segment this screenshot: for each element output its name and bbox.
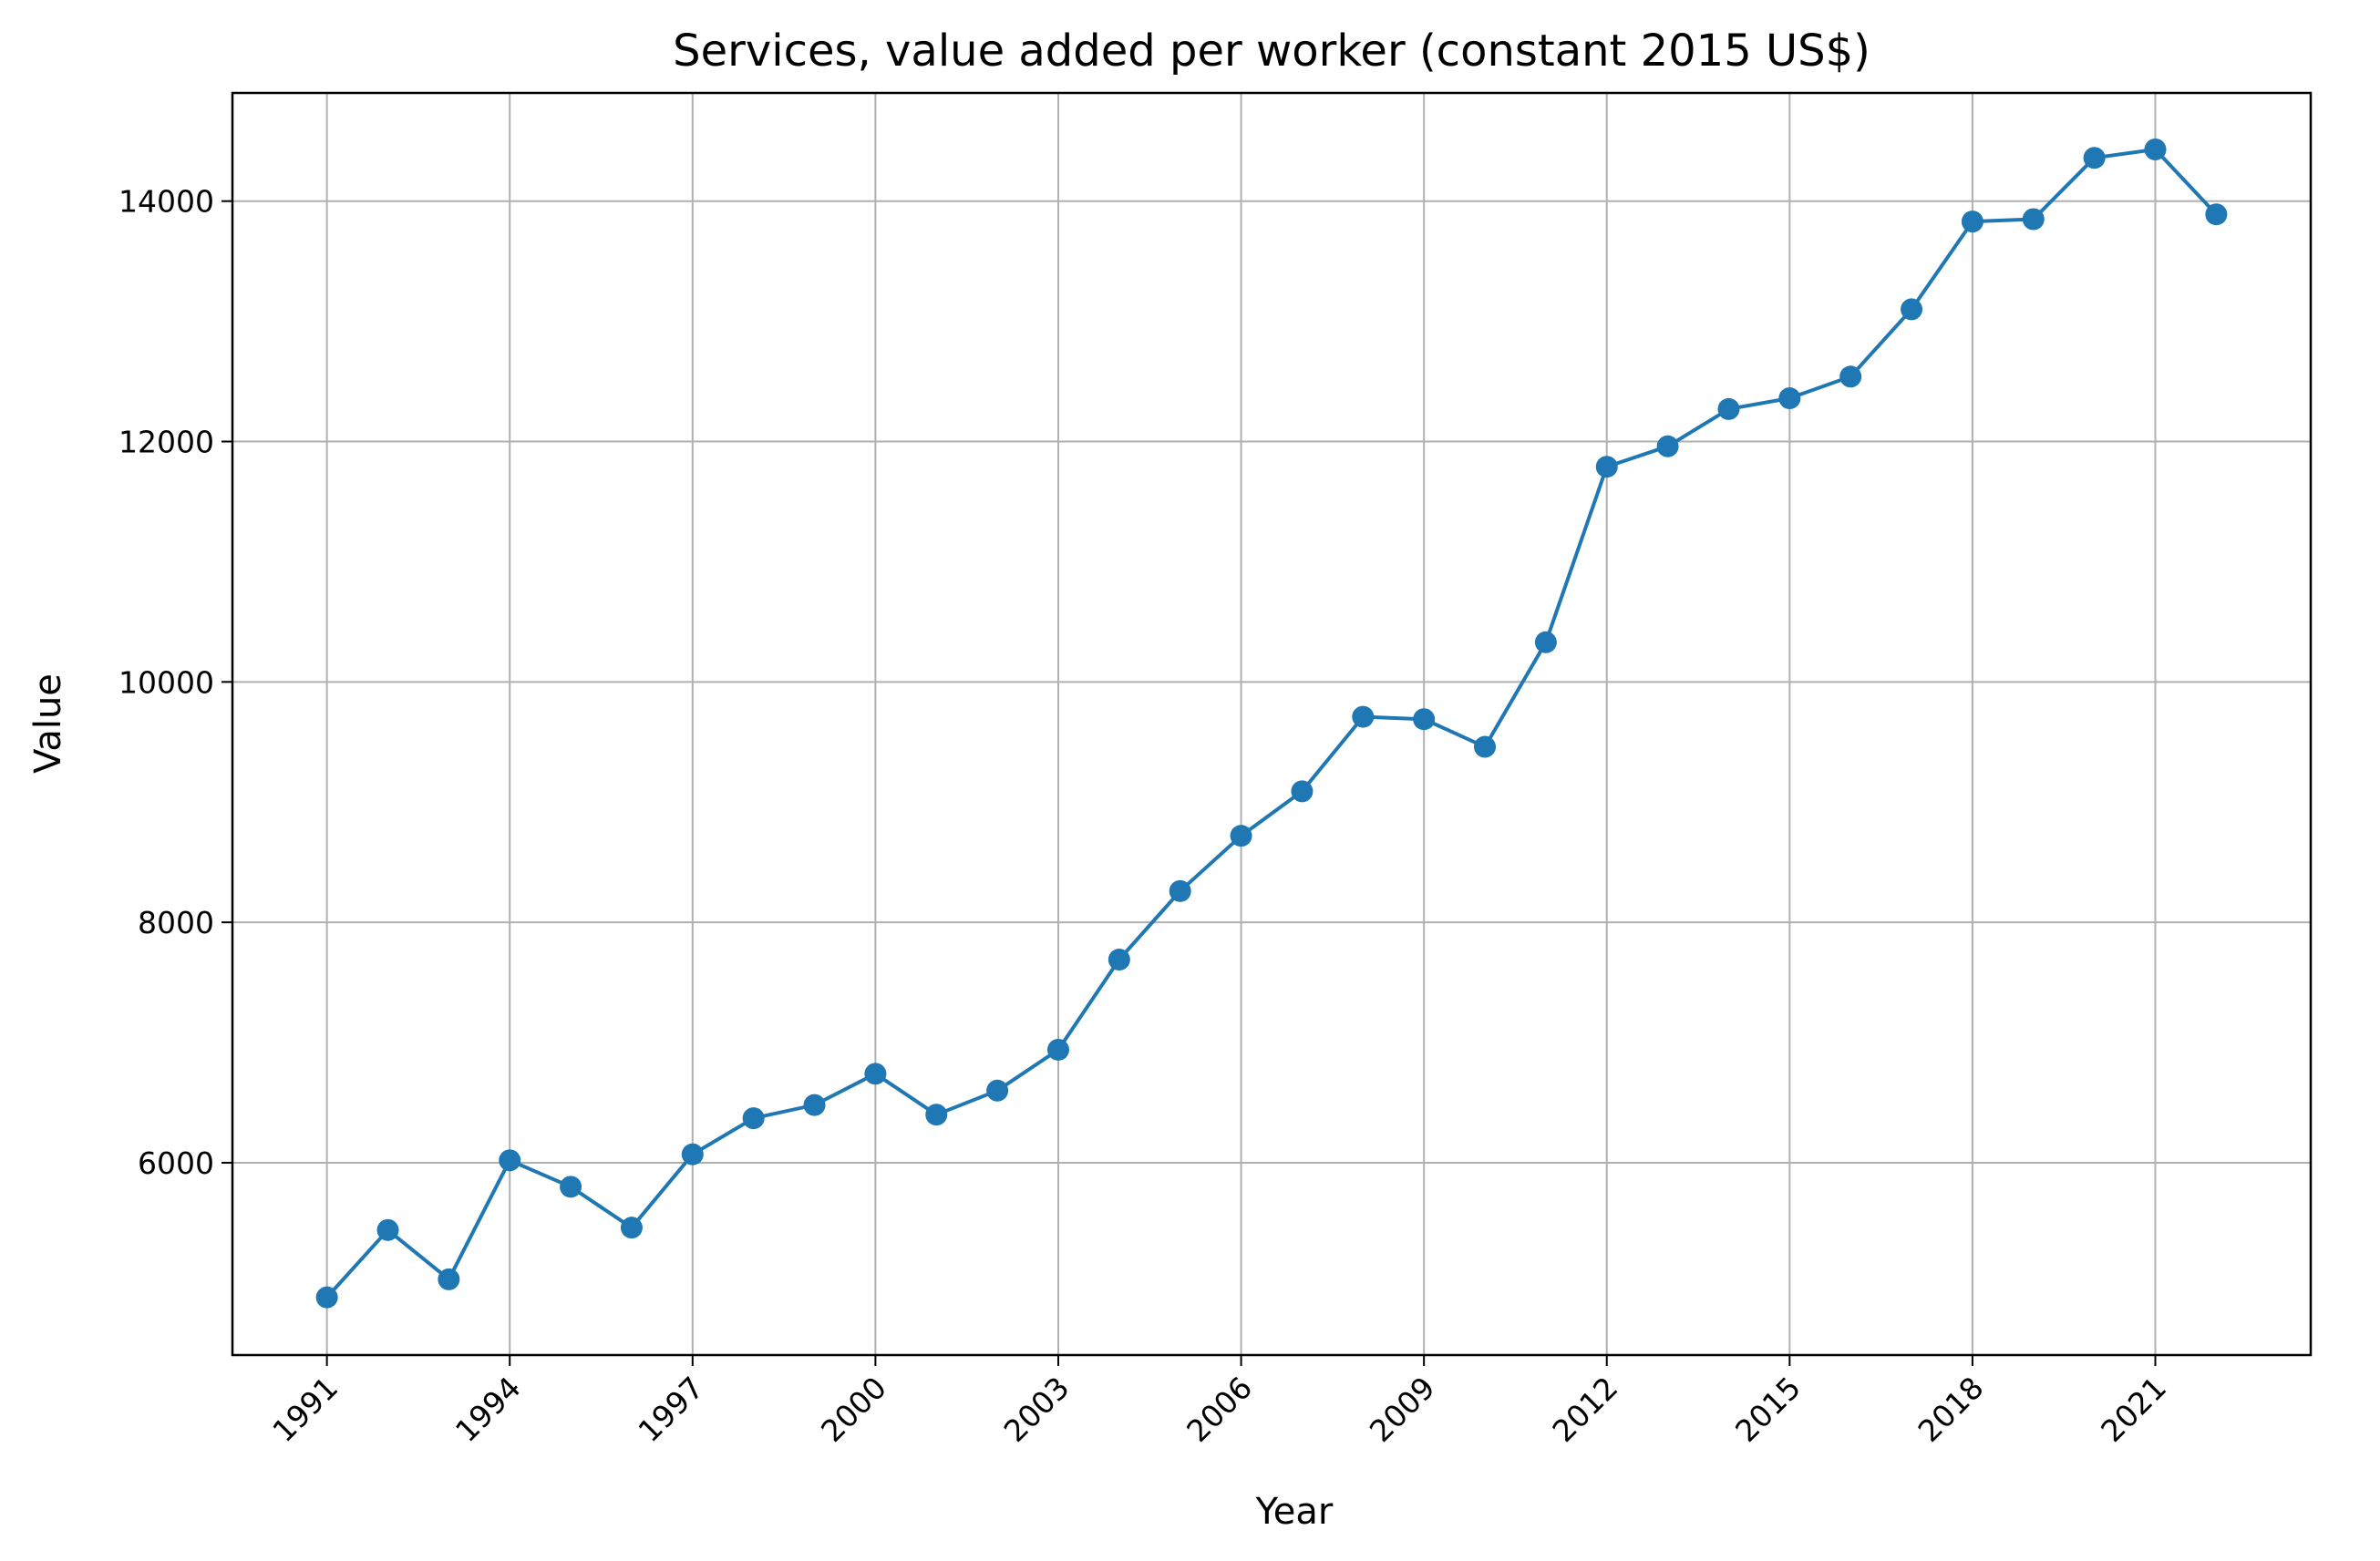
data-point bbox=[803, 1094, 826, 1116]
series-line bbox=[325, 148, 2218, 1299]
data-point bbox=[1778, 387, 1801, 410]
data-point bbox=[1291, 780, 1314, 803]
x-tick-label: 2021 bbox=[2094, 1370, 2173, 1449]
data-point bbox=[499, 1149, 521, 1172]
data-point bbox=[1108, 949, 1130, 971]
data-point bbox=[1046, 1038, 1069, 1061]
grid-layer bbox=[232, 93, 2311, 1355]
data-point bbox=[438, 1268, 460, 1290]
x-axis-label: Year bbox=[1255, 1491, 1334, 1533]
data-point bbox=[1961, 211, 1983, 233]
data-point bbox=[1656, 435, 1679, 457]
x-tick-label: 2009 bbox=[1363, 1370, 1442, 1449]
data-point bbox=[2083, 147, 2106, 169]
chart-title: Services, value added per worker (consta… bbox=[673, 26, 1870, 77]
x-tick-label: 2006 bbox=[1180, 1370, 1259, 1449]
data-point bbox=[742, 1107, 765, 1130]
data-point bbox=[1595, 456, 1618, 478]
data-point bbox=[1534, 631, 1557, 653]
data-point bbox=[2144, 138, 2167, 160]
x-tick-label: 1994 bbox=[448, 1370, 528, 1449]
data-point bbox=[1839, 365, 1862, 388]
data-point bbox=[1717, 397, 1740, 420]
data-point bbox=[986, 1079, 1009, 1102]
data-point bbox=[1474, 735, 1497, 758]
x-tick-label: 2015 bbox=[1728, 1370, 1808, 1449]
y-tick-label: 6000 bbox=[138, 1145, 214, 1181]
data-point bbox=[1413, 708, 1436, 731]
data-point bbox=[681, 1143, 704, 1166]
data-point bbox=[2022, 208, 2045, 231]
y-tick-label: 8000 bbox=[138, 905, 214, 940]
data-point bbox=[560, 1176, 582, 1198]
data-point bbox=[1230, 825, 1252, 847]
y-axis-label: Value bbox=[27, 673, 69, 774]
x-tick-label: 2012 bbox=[1545, 1370, 1624, 1449]
series-layer bbox=[315, 138, 2228, 1309]
plot-frame bbox=[231, 91, 2313, 1357]
data-point bbox=[925, 1104, 948, 1126]
x-tick-label: 2000 bbox=[814, 1370, 893, 1449]
x-tick-label: 2003 bbox=[997, 1370, 1077, 1449]
data-point bbox=[2205, 203, 2228, 226]
x-tick-label: 1997 bbox=[632, 1370, 711, 1449]
y-tick-label: 12000 bbox=[118, 425, 214, 460]
y-tick-label: 14000 bbox=[118, 184, 214, 220]
data-point bbox=[376, 1218, 399, 1241]
data-point bbox=[620, 1217, 643, 1239]
data-point bbox=[864, 1063, 887, 1085]
data-point bbox=[1901, 298, 1923, 321]
data-point bbox=[1352, 705, 1375, 728]
data-point bbox=[315, 1286, 338, 1309]
x-tick-label: 2018 bbox=[1911, 1370, 1991, 1449]
y-tick-label: 10000 bbox=[118, 664, 214, 700]
data-point bbox=[1169, 879, 1191, 902]
x-tick-label: 1991 bbox=[265, 1370, 345, 1449]
